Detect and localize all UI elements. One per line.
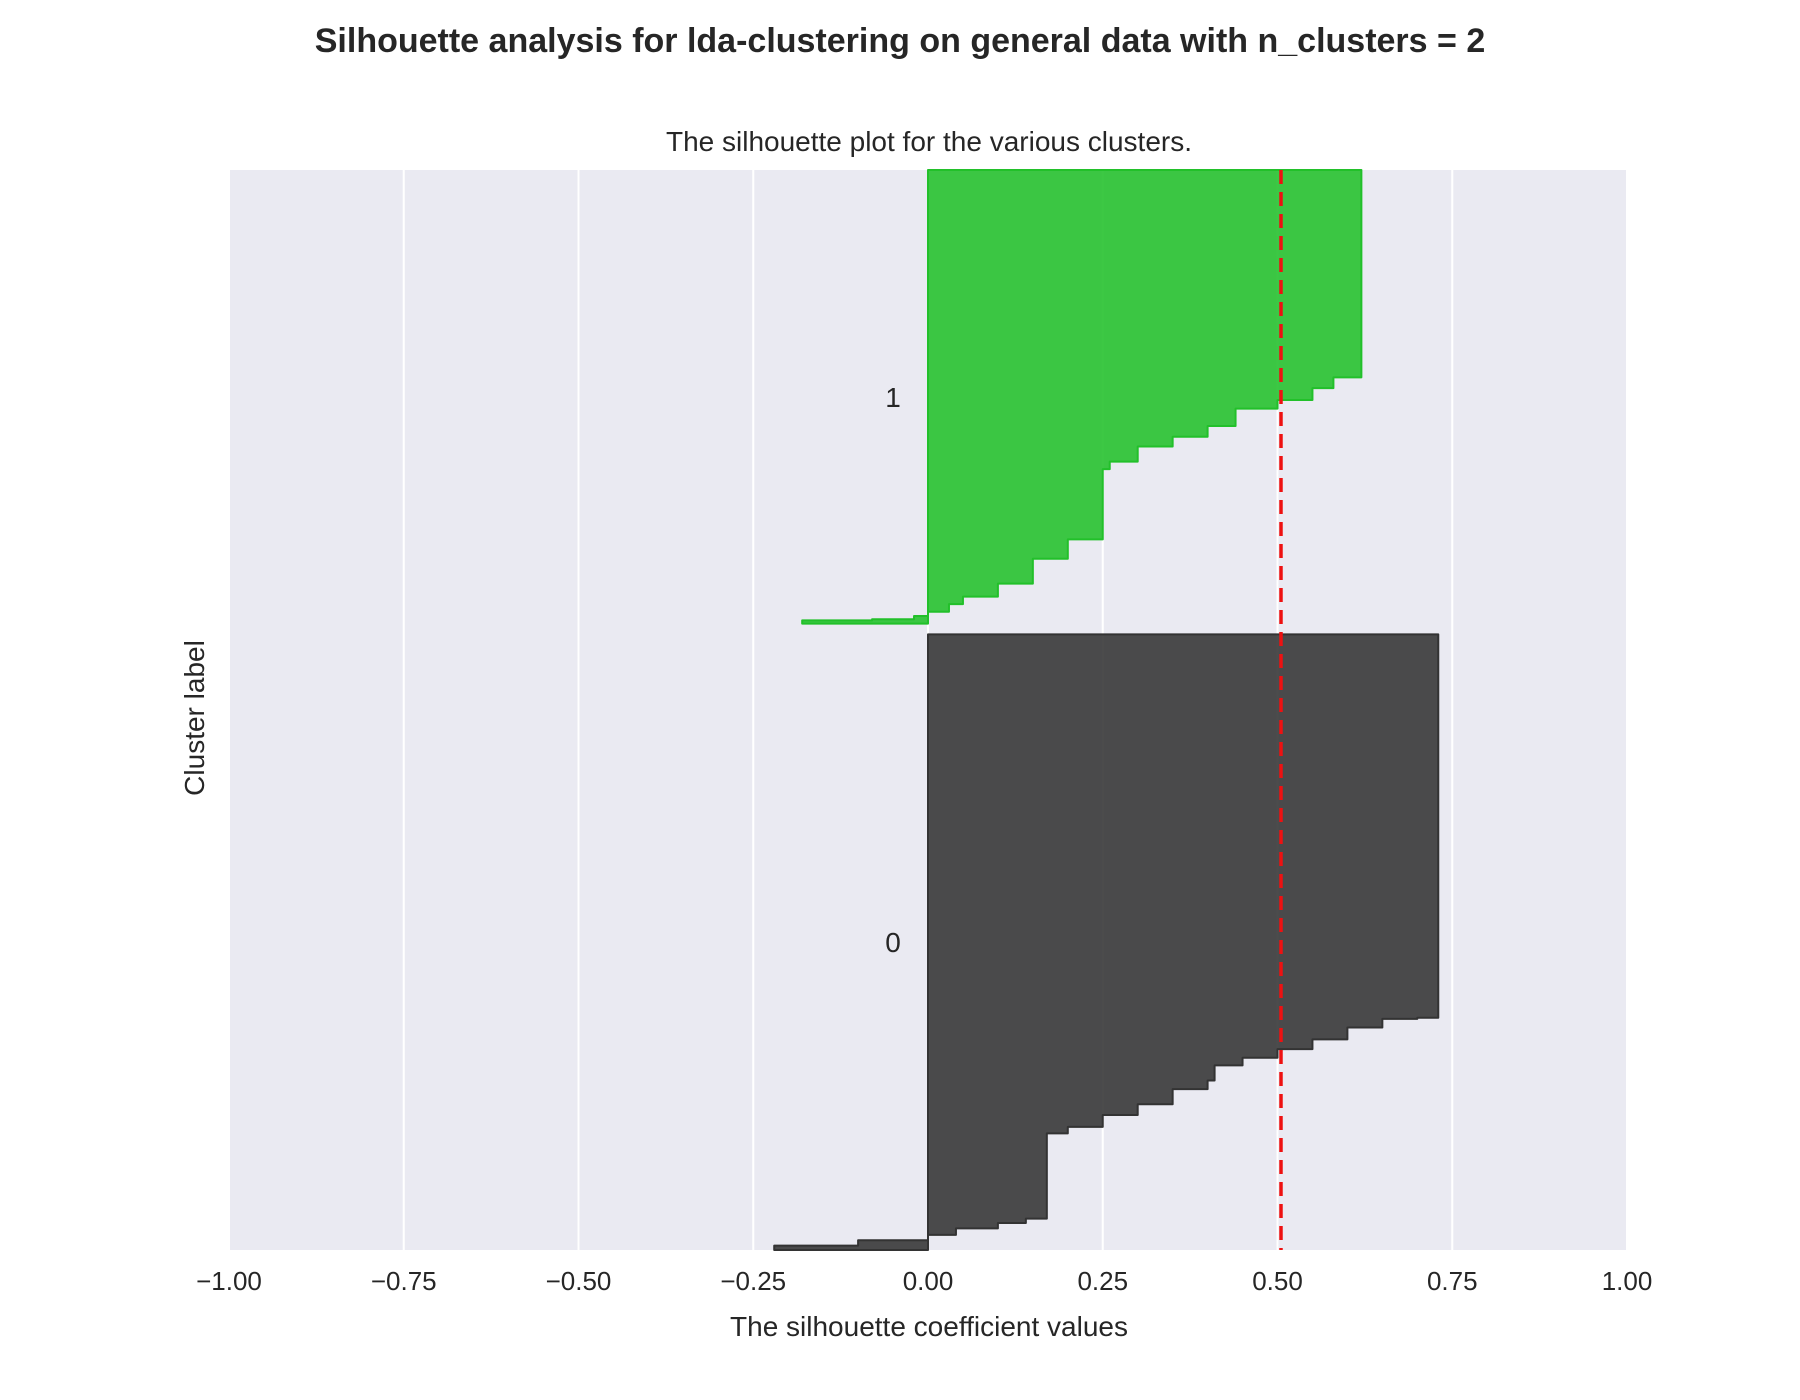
x-tick-label: −0.75 (371, 1266, 437, 1296)
x-tick-label: 0.25 (1077, 1266, 1128, 1296)
silhouette-series (773, 169, 1440, 1251)
figure-title: Silhouette analysis for lda-clustering o… (314, 22, 1486, 60)
x-tick-label: 0.50 (1252, 1266, 1303, 1296)
cluster-1-silhouette (801, 169, 1363, 625)
y-axis-label: Cluster label (179, 640, 210, 796)
x-tick-label: 0.75 (1427, 1266, 1478, 1296)
x-tick-label: −0.25 (720, 1266, 786, 1296)
x-tick-label: 1.00 (1602, 1266, 1653, 1296)
x-axis-label: The silhouette coefficient values (730, 1311, 1128, 1342)
x-tick-label: −0.50 (546, 1266, 612, 1296)
cluster-0-label: 0 (885, 927, 901, 958)
x-tick-label: 0.00 (903, 1266, 954, 1296)
cluster-0-silhouette (773, 633, 1440, 1251)
x-tick-labels: −1.00 −0.75 −0.50 −0.25 0.00 0.25 0.50 0.75 1.00 (196, 1266, 1652, 1296)
cluster-labels: 01 (885, 382, 901, 958)
x-tick-label: −1.00 (196, 1266, 262, 1296)
chart-title: The silhouette plot for the various clus… (666, 126, 1192, 157)
cluster-1-label: 1 (885, 382, 901, 413)
